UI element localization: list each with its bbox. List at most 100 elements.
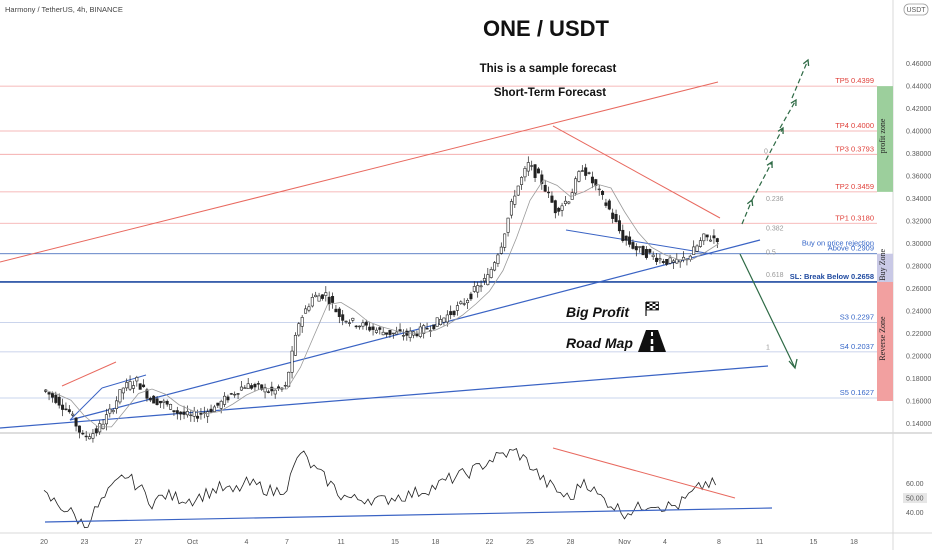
candle-body [644, 249, 648, 258]
candle-body [634, 246, 638, 251]
price-tick-label: 0.14000 [906, 421, 931, 428]
candle-body [459, 301, 463, 304]
ascending-resistance-line [0, 81, 719, 263]
arrow-to-tp4 [779, 99, 797, 129]
candle-body [223, 395, 227, 405]
candle-body [266, 391, 270, 393]
candle-body [172, 410, 176, 413]
time-tick-label: 8 [717, 539, 721, 546]
candle-body [314, 294, 318, 298]
candle-body [631, 242, 635, 249]
candle-body [574, 178, 578, 194]
candle-body [364, 321, 368, 326]
candle-body [466, 300, 470, 304]
candle-body [476, 285, 480, 293]
checkered-flag-icon [645, 301, 659, 316]
candle-body [283, 385, 287, 387]
candle-body [185, 411, 189, 416]
candle-body [617, 220, 621, 232]
candle-body [327, 296, 331, 305]
zone-label: Buy Zone [878, 249, 887, 281]
candle-body [162, 400, 166, 403]
candle-body [67, 409, 71, 413]
candle-body [523, 168, 527, 178]
candle-body [435, 317, 439, 327]
candle-body [692, 246, 696, 255]
candle-body [226, 396, 230, 401]
candle-body [415, 333, 419, 337]
medium-support-line [69, 239, 761, 421]
candle-body [374, 329, 378, 333]
candle-body [182, 411, 186, 415]
candle-body [47, 392, 51, 395]
price-tick-label: 0.34000 [906, 196, 931, 203]
candle-body [61, 404, 65, 410]
price-tick-label: 0.42000 [906, 106, 931, 113]
time-tick-label: 27 [135, 539, 143, 546]
candle-body [388, 330, 392, 335]
candle-body [445, 314, 449, 323]
candle-body [108, 408, 112, 414]
candle-body [712, 235, 716, 239]
time-tick-label: 18 [432, 539, 440, 546]
candle-body [557, 207, 561, 212]
candle-body [371, 326, 375, 330]
level-label: SL: Break Below 0.2658 [790, 272, 874, 281]
candle-body [381, 331, 385, 336]
candle-body [229, 393, 233, 395]
candle-body [88, 436, 92, 440]
candle-body [199, 412, 203, 415]
candlestick-series [43, 156, 720, 443]
time-tick-label: 18 [850, 539, 858, 546]
rsi-support-line [44, 507, 773, 523]
candle-body [715, 238, 719, 243]
candle-body [121, 387, 125, 394]
candle-body [300, 317, 304, 327]
candle-body [560, 205, 564, 211]
candle-body [489, 269, 493, 278]
candle-body [678, 259, 682, 263]
candle-body [543, 184, 547, 192]
candle-body [587, 172, 591, 174]
candle-body [91, 433, 95, 439]
candle-body [263, 387, 267, 393]
candle-body [472, 286, 476, 292]
level-label: TP2 0.3459 [835, 182, 874, 191]
arrow-head [766, 160, 773, 169]
candle-body [651, 254, 655, 257]
price-tick-label: 0.30000 [906, 241, 931, 248]
candle-body [317, 295, 321, 302]
candle-body [638, 246, 642, 248]
candle-body [138, 383, 142, 390]
price-tick-label: 0.26000 [906, 286, 931, 293]
candle-body [590, 176, 594, 184]
candle-body [391, 332, 395, 335]
price-tick-label: 0.38000 [906, 151, 931, 158]
candle-body [469, 293, 473, 300]
arrow-head [790, 98, 797, 107]
trend-lines [0, 81, 769, 429]
candle-body [145, 389, 149, 399]
candle-body [533, 164, 537, 178]
arrow-to-tp3 [765, 127, 784, 161]
price-tick-label: 0.44000 [906, 84, 931, 91]
mini-support-line-2 [101, 374, 147, 389]
time-tick-label: 4 [245, 539, 249, 546]
candle-body [175, 410, 179, 414]
price-tick-label: 0.36000 [906, 174, 931, 181]
candle-body [452, 310, 456, 316]
candle-body [77, 425, 81, 433]
price-tick-label: 0.20000 [906, 354, 931, 361]
time-tick-label: 4 [663, 539, 667, 546]
currency-badge[interactable]: USDT [903, 3, 929, 16]
candle-body [253, 383, 257, 388]
candle-body [297, 323, 301, 336]
price-tick-label: 0.18000 [906, 376, 931, 383]
candle-body [310, 297, 314, 307]
candle-body [516, 185, 520, 196]
candle-body [81, 432, 85, 435]
candle-body [74, 417, 78, 427]
candle-body [354, 325, 358, 328]
candle-body [550, 195, 554, 203]
